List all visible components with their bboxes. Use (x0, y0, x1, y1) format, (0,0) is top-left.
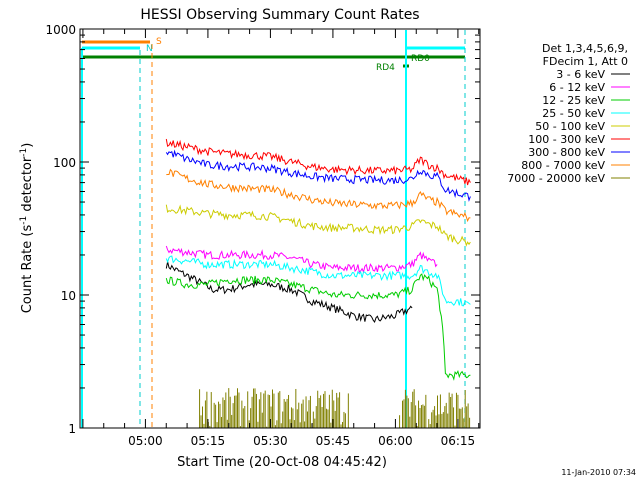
legend-label-2: 12 - 25 keV (542, 94, 605, 107)
series-line-1 (165, 245, 438, 274)
series-group (165, 138, 471, 381)
legend-label-3: 25 - 50 keV (542, 107, 605, 120)
y-axis-label: Count Rate (s-1 detector-1) (19, 143, 35, 314)
legend-label-4: 50 - 100 keV (535, 120, 605, 133)
legend: Det 1,3,4,5,6,9, FDecim 1, Att 0 3 - 6 k… (507, 42, 630, 185)
x-tick-label-1: 05:15 (191, 434, 226, 448)
x-axis: 05:00 05:15 05:30 05:45 06:00 06:15 (82, 29, 480, 448)
x-axis-label: Start Time (20-Oct-08 04:45:42) (177, 455, 387, 470)
legend-label-8: 7000 - 20000 keV (507, 172, 605, 185)
legend-label-6: 300 - 800 keV (528, 146, 605, 159)
x-tick-label-3: 05:45 (316, 434, 351, 448)
flag-n-label: N (146, 44, 153, 54)
y-tick-label-2: 100 (53, 156, 76, 170)
flag-rd0-label: RD0 (411, 54, 430, 64)
x-tick-label-2: 05:30 (253, 434, 288, 448)
series-line-7 (166, 168, 471, 223)
legend-label-7: 800 - 7000 keV (521, 159, 605, 172)
flag-rd4-label: RD4 (376, 63, 395, 73)
flag-bars: S N RD0 RD4 (82, 37, 465, 73)
legend-label-5: 100 - 300 keV (528, 133, 605, 146)
legend-header-2: FDecim 1, Att 0 (543, 55, 628, 68)
high-energy-noise (199, 388, 471, 428)
x-tick-label-0: 05:00 (128, 434, 163, 448)
series-line-6 (165, 149, 471, 202)
x-tick-label-4: 06:00 (378, 434, 413, 448)
legend-header-1: Det 1,3,4,5,6,9, (542, 42, 628, 55)
series-line-0 (165, 261, 413, 324)
y-axis: 1 10 100 1000 (45, 23, 480, 436)
series-line-2 (165, 273, 471, 381)
y-tick-label-3: 1000 (45, 23, 76, 37)
plot-frame (79, 28, 481, 429)
legend-label-0: 3 - 6 keV (556, 68, 605, 81)
series-line-5 (165, 138, 471, 186)
x-tick-label-5: 06:15 (441, 434, 476, 448)
flag-s-label: S (156, 37, 162, 47)
y-tick-label-0: 1 (68, 422, 76, 436)
y-tick-label-1: 10 (61, 289, 76, 303)
legend-label-1: 6 - 12 keV (549, 81, 605, 94)
chart-title: HESSI Observing Summary Count Rates (140, 7, 419, 23)
series-line-4 (165, 204, 471, 247)
series-line-3 (165, 255, 471, 307)
footer-date: 11-Jan-2010 07:34 (561, 468, 636, 477)
